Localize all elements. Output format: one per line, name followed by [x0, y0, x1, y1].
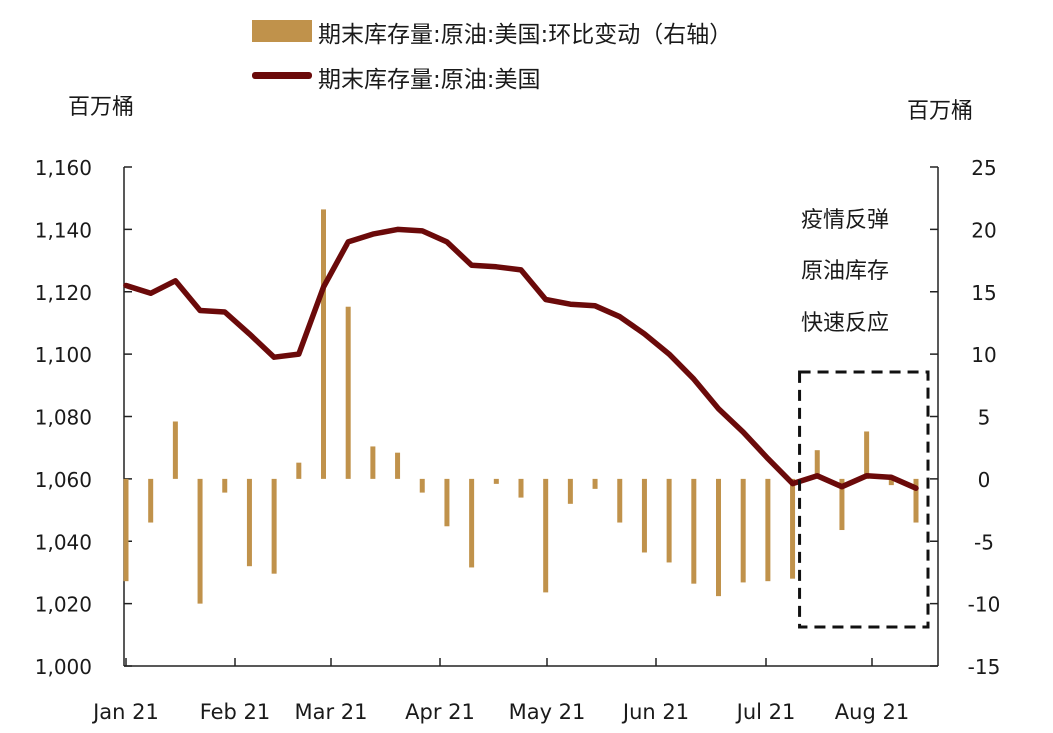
bar-change: [790, 478, 796, 579]
annotation-line-3: 快速反应: [801, 311, 890, 336]
left-tick-label: 1,060: [35, 468, 92, 492]
x-tick-label: Mar 21: [294, 700, 367, 724]
bar-change: [864, 431, 870, 479]
right-tick-label: 5: [978, 406, 991, 430]
x-tick-label: Jul 21: [735, 700, 796, 724]
x-tick-label: Apr 21: [405, 700, 475, 724]
x-tick-label: Jan 21: [91, 700, 159, 724]
bar-change: [493, 478, 499, 484]
right-tick-label: 25: [971, 156, 996, 180]
bars: [123, 209, 919, 604]
bar-change: [148, 478, 154, 523]
legend-line-swatch: [252, 72, 312, 79]
left-tick-label: 1,040: [35, 530, 92, 554]
line-series: [123, 226, 919, 491]
bar-change: [395, 452, 401, 479]
bar-change: [543, 478, 549, 593]
bar-change: [123, 478, 129, 582]
bar-change: [592, 478, 598, 489]
right-tick-label: -10: [968, 593, 1001, 617]
bar-change: [419, 478, 425, 493]
bar-change: [172, 421, 178, 479]
right-tick-label: 0: [978, 468, 991, 492]
bar-change: [296, 462, 302, 479]
bar-change: [691, 478, 697, 584]
bar-change: [197, 478, 203, 604]
bar-change: [716, 478, 721, 597]
bar-change: [839, 478, 845, 531]
bar-change: [469, 478, 475, 568]
bar-change: [222, 478, 228, 493]
x-tick-label: May 21: [509, 700, 586, 724]
bar-change: [345, 306, 351, 479]
bar-change: [567, 478, 573, 504]
x-tick-label: Feb 21: [200, 700, 271, 724]
axes: 1,000 1,020 1,040 1,060 1,080 1,100 1,120 1,140…: [35, 156, 1001, 724]
bar-change: [641, 478, 647, 553]
annotation-line-1: 疫情反弹: [801, 208, 890, 233]
right-tick-label: 15: [971, 281, 996, 305]
left-tick-label: 1,160: [35, 156, 92, 180]
left-tick-label: 1,140: [35, 218, 92, 242]
bar-change: [444, 478, 450, 527]
bar-change: [888, 478, 894, 486]
inventory-line: [123, 226, 919, 491]
left-tick-label: 1,120: [35, 281, 92, 305]
left-tick-label: 1,000: [35, 655, 92, 679]
annotation-line-2: 原油库存: [801, 259, 890, 284]
bar-change: [765, 478, 771, 582]
bar-change: [913, 478, 919, 523]
left-tick-label: 1,100: [35, 343, 92, 367]
left-axis-unit: 百万桶: [68, 95, 135, 120]
bar-change: [246, 478, 252, 567]
x-tick-label: Aug 21: [835, 700, 909, 724]
right-axis-unit: 百万桶: [907, 99, 974, 124]
x-tick-label: Jun 21: [621, 700, 689, 724]
right-tick-label: 10: [971, 343, 996, 367]
bar-change: [370, 446, 376, 479]
right-tick-label: 20: [971, 218, 996, 242]
left-tick-label: 1,080: [35, 406, 92, 430]
highlight: [798, 370, 930, 629]
legend-bar-label: 期末库存量:原油:美国:环比变动（右轴）: [318, 22, 733, 48]
bar-change: [321, 209, 326, 479]
legend-line-label: 期末库存量:原油:美国: [318, 67, 541, 93]
bar-change: [271, 478, 277, 574]
left-tick-label: 1,020: [35, 593, 92, 617]
legend-bar-swatch: [252, 20, 312, 42]
bar-change: [518, 478, 524, 498]
bar-change: [814, 450, 820, 479]
right-tick-label: -15: [968, 655, 1001, 679]
bar-change: [617, 478, 623, 523]
bar-change: [666, 478, 672, 563]
bar-change: [740, 478, 746, 583]
highlight-box: [798, 370, 930, 629]
right-tick-label: -5: [974, 530, 994, 554]
